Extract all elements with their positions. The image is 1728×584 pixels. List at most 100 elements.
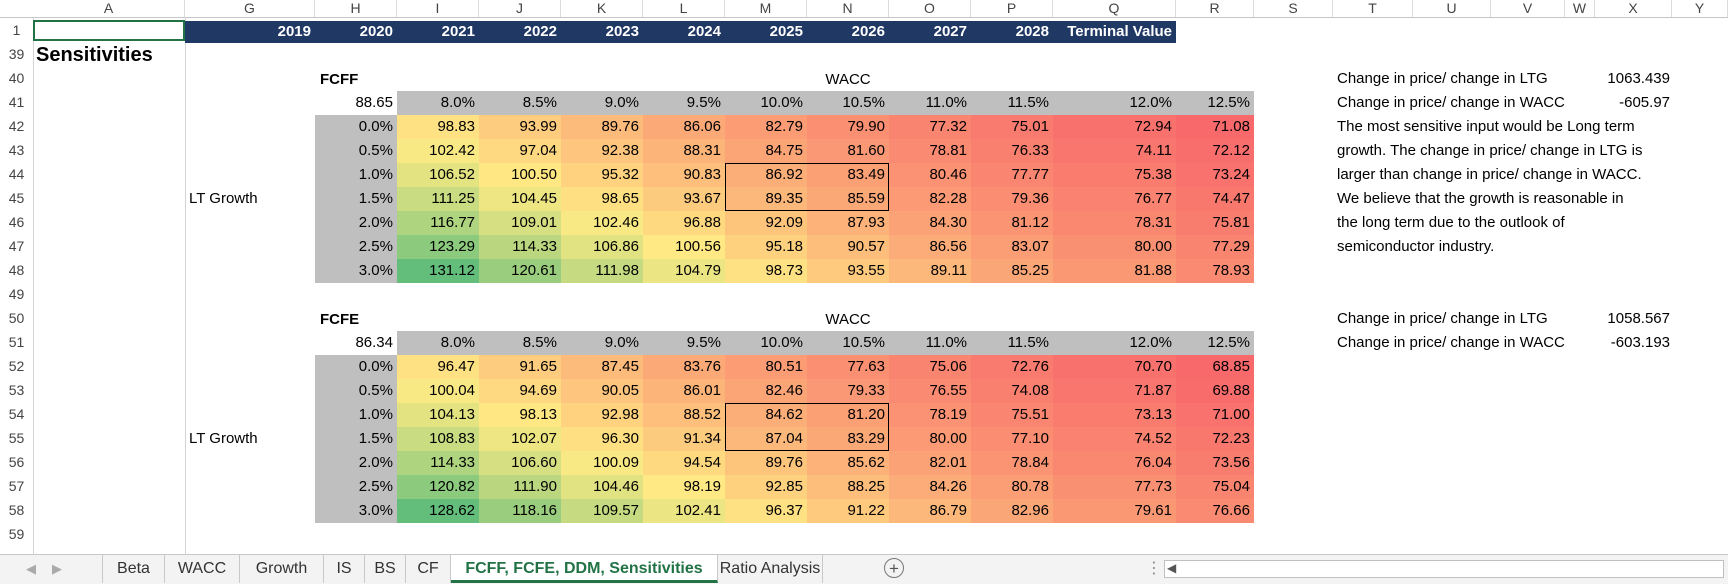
wacc-header-cell[interactable]: 10.0% <box>725 91 807 115</box>
sensitivity-cell[interactable]: 93.99 <box>479 115 561 139</box>
fcff-base-value[interactable]: 88.65 <box>355 94 393 111</box>
sensitivity-cell[interactable]: 100.09 <box>561 451 643 475</box>
column-header-p[interactable]: P <box>971 0 1053 17</box>
sensitivity-cell[interactable]: 79.90 <box>807 115 889 139</box>
sensitivity-cell[interactable]: 128.62 <box>397 499 479 523</box>
column-header-i[interactable]: I <box>397 0 479 17</box>
row-header[interactable]: 42 <box>8 118 25 134</box>
row-header[interactable]: 45 <box>8 190 25 206</box>
sensitivity-cell[interactable]: 74.47 <box>1176 187 1254 211</box>
sensitivity-cell[interactable]: 89.35 <box>725 187 807 211</box>
row-header[interactable]: 58 <box>8 502 25 518</box>
triangle-right-icon[interactable]: ▶ <box>52 561 62 576</box>
growth-header-cell[interactable]: 1.0% <box>315 163 397 187</box>
sensitivity-cell[interactable]: 74.52 <box>1053 427 1176 451</box>
sensitivity-cell[interactable]: 89.76 <box>561 115 643 139</box>
sensitivity-cell[interactable]: 102.42 <box>397 139 479 163</box>
sensitivity-cell[interactable]: 100.56 <box>643 235 725 259</box>
row-header[interactable]: 56 <box>8 454 25 470</box>
sensitivity-cell[interactable]: 71.08 <box>1176 115 1254 139</box>
growth-header-cell[interactable]: 3.0% <box>315 499 397 523</box>
triangle-left-icon[interactable]: ◀ <box>26 561 36 576</box>
wacc-header-cell[interactable]: 12.5% <box>1176 331 1254 355</box>
sensitivity-cell[interactable]: 104.13 <box>397 403 479 427</box>
column-header-r[interactable]: R <box>1176 0 1254 17</box>
sensitivity-cell[interactable]: 89.76 <box>725 451 807 475</box>
sensitivity-cell[interactable]: 98.13 <box>479 403 561 427</box>
sensitivity-cell[interactable]: 85.62 <box>807 451 889 475</box>
sensitivity-cell[interactable]: 81.88 <box>1053 259 1176 283</box>
column-header-u[interactable]: U <box>1413 0 1491 17</box>
sensitivity-cell[interactable]: 88.31 <box>643 139 725 163</box>
sheet-tab-bs[interactable]: BS <box>365 555 406 583</box>
wacc-header-cell[interactable]: 10.0% <box>725 331 807 355</box>
wacc-header-cell[interactable]: 9.0% <box>561 331 643 355</box>
row-header[interactable]: 52 <box>8 358 25 374</box>
sensitivity-cell[interactable]: 74.11 <box>1053 139 1176 163</box>
sensitivity-cell[interactable]: 83.49 <box>807 163 889 187</box>
sensitivity-cell[interactable]: 106.52 <box>397 163 479 187</box>
row-header[interactable]: 53 <box>8 382 25 398</box>
sensitivity-cell[interactable]: 78.31 <box>1053 211 1176 235</box>
horizontal-scrollbar[interactable]: ◀ <box>1164 560 1724 578</box>
sensitivity-cell[interactable]: 91.65 <box>479 355 561 379</box>
sensitivity-cell[interactable]: 77.10 <box>971 427 1053 451</box>
sensitivity-cell[interactable]: 82.46 <box>725 379 807 403</box>
sensitivity-cell[interactable]: 86.56 <box>889 235 971 259</box>
sensitivity-cell[interactable]: 106.86 <box>561 235 643 259</box>
sensitivity-cell[interactable]: 96.47 <box>397 355 479 379</box>
sensitivity-cell[interactable]: 72.23 <box>1176 427 1254 451</box>
sensitivity-cell[interactable]: 77.63 <box>807 355 889 379</box>
sensitivity-cell[interactable]: 120.82 <box>397 475 479 499</box>
sensitivity-cell[interactable]: 88.25 <box>807 475 889 499</box>
wacc-header-cell[interactable]: 9.0% <box>561 91 643 115</box>
sensitivity-cell[interactable]: 76.66 <box>1176 499 1254 523</box>
sensitivity-cell[interactable]: 73.24 <box>1176 163 1254 187</box>
row-header[interactable]: 43 <box>8 142 25 158</box>
sensitivity-cell[interactable]: 87.93 <box>807 211 889 235</box>
sensitivity-cell[interactable]: 102.46 <box>561 211 643 235</box>
sensitivity-cell[interactable]: 78.93 <box>1176 259 1254 283</box>
sensitivity-cell[interactable]: 86.79 <box>889 499 971 523</box>
sensitivity-cell[interactable]: 92.38 <box>561 139 643 163</box>
column-header-t[interactable]: T <box>1333 0 1413 17</box>
selected-cell-a1[interactable] <box>33 20 185 41</box>
sensitivity-cell[interactable]: 81.20 <box>807 403 889 427</box>
sensitivity-cell[interactable]: 73.56 <box>1176 451 1254 475</box>
sheet-tab-is[interactable]: IS <box>324 555 365 583</box>
sensitivity-cell[interactable]: 94.69 <box>479 379 561 403</box>
sensitivity-cell[interactable]: 85.25 <box>971 259 1053 283</box>
wacc-header-cell[interactable]: 9.5% <box>643 91 725 115</box>
sensitivity-cell[interactable]: 98.73 <box>725 259 807 283</box>
plus-circle-icon[interactable]: + <box>884 558 904 578</box>
sensitivity-cell[interactable]: 81.60 <box>807 139 889 163</box>
wacc-header-cell[interactable]: 11.5% <box>971 331 1053 355</box>
sensitivity-cell[interactable]: 90.83 <box>643 163 725 187</box>
row-header[interactable]: 44 <box>8 166 25 182</box>
growth-header-cell[interactable]: 2.0% <box>315 451 397 475</box>
sensitivity-cell[interactable]: 87.04 <box>725 427 807 451</box>
column-header-j[interactable]: J <box>479 0 561 17</box>
sensitivity-cell[interactable]: 83.29 <box>807 427 889 451</box>
column-header-v[interactable]: V <box>1491 0 1565 17</box>
sensitivity-cell[interactable]: 90.57 <box>807 235 889 259</box>
growth-header-cell[interactable]: 0.5% <box>315 379 397 403</box>
sensitivity-cell[interactable]: 70.70 <box>1053 355 1176 379</box>
row-header[interactable]: 51 <box>8 334 25 350</box>
sensitivity-cell[interactable]: 98.19 <box>643 475 725 499</box>
growth-header-cell[interactable]: 1.5% <box>315 427 397 451</box>
sensitivity-cell[interactable]: 69.88 <box>1176 379 1254 403</box>
column-header-x[interactable]: X <box>1595 0 1672 17</box>
sensitivity-cell[interactable]: 71.00 <box>1176 403 1254 427</box>
sensitivity-cell[interactable]: 92.09 <box>725 211 807 235</box>
sensitivity-cell[interactable]: 114.33 <box>397 451 479 475</box>
sensitivity-cell[interactable]: 76.55 <box>889 379 971 403</box>
sensitivity-cell[interactable]: 120.61 <box>479 259 561 283</box>
sensitivity-cell[interactable]: 100.50 <box>479 163 561 187</box>
column-header-y[interactable]: Y <box>1672 0 1728 17</box>
sensitivity-cell[interactable]: 77.73 <box>1053 475 1176 499</box>
sensitivity-cell[interactable]: 71.87 <box>1053 379 1176 403</box>
sensitivity-cell[interactable]: 79.36 <box>971 187 1053 211</box>
sensitivity-cell[interactable]: 75.51 <box>971 403 1053 427</box>
sensitivity-cell[interactable]: 109.57 <box>561 499 643 523</box>
